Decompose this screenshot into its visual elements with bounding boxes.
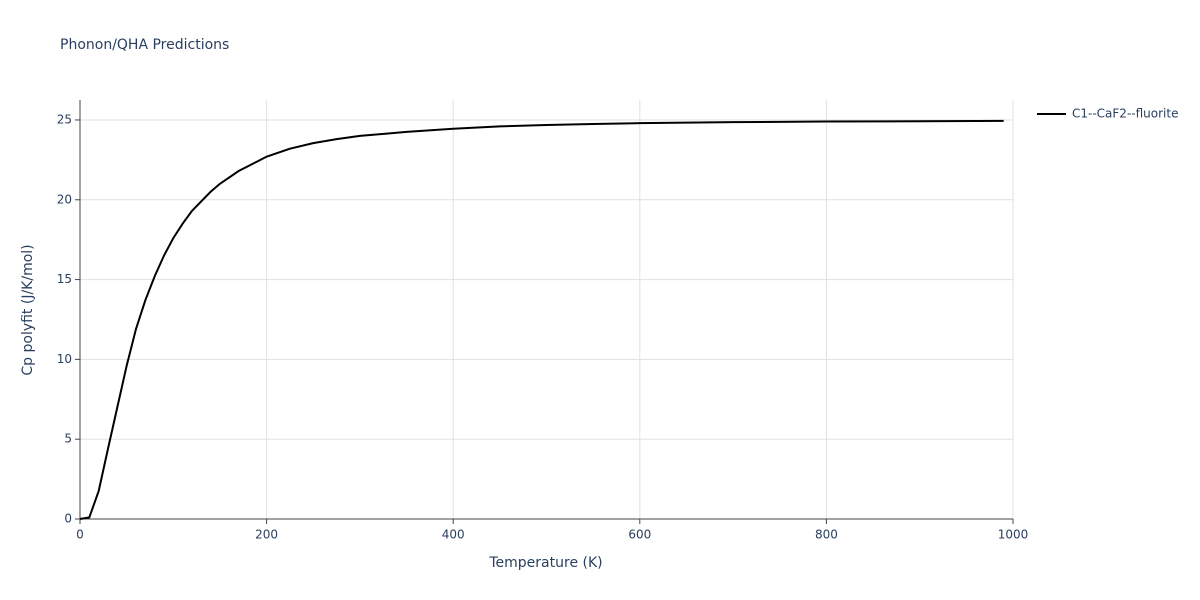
data-line xyxy=(79,119,1004,520)
x-tick-label: 0 xyxy=(76,528,84,542)
x-tick-label: 600 xyxy=(628,528,651,542)
legend-label: C1--CaF2--fluorite xyxy=(1072,107,1178,121)
y-tick-label: 0 xyxy=(64,512,72,526)
y-tick-label: 5 xyxy=(64,432,72,446)
y-tick-label: 25 xyxy=(57,112,72,126)
y-tick-label: 10 xyxy=(57,352,72,366)
y-tick-label: 20 xyxy=(57,192,72,206)
x-axis-label: Temperature (K) xyxy=(488,555,602,571)
y-axis-label: Cp polyfit (J/K/mol) xyxy=(20,244,36,375)
x-tick-label: 1000 xyxy=(998,528,1029,542)
x-tick-label: 400 xyxy=(442,528,465,542)
x-tick-label: 200 xyxy=(255,528,278,542)
chart-title: Phonon/QHA Predictions xyxy=(60,37,229,53)
y-tick-label: 15 xyxy=(57,272,72,286)
x-tick-label: 800 xyxy=(815,528,838,542)
